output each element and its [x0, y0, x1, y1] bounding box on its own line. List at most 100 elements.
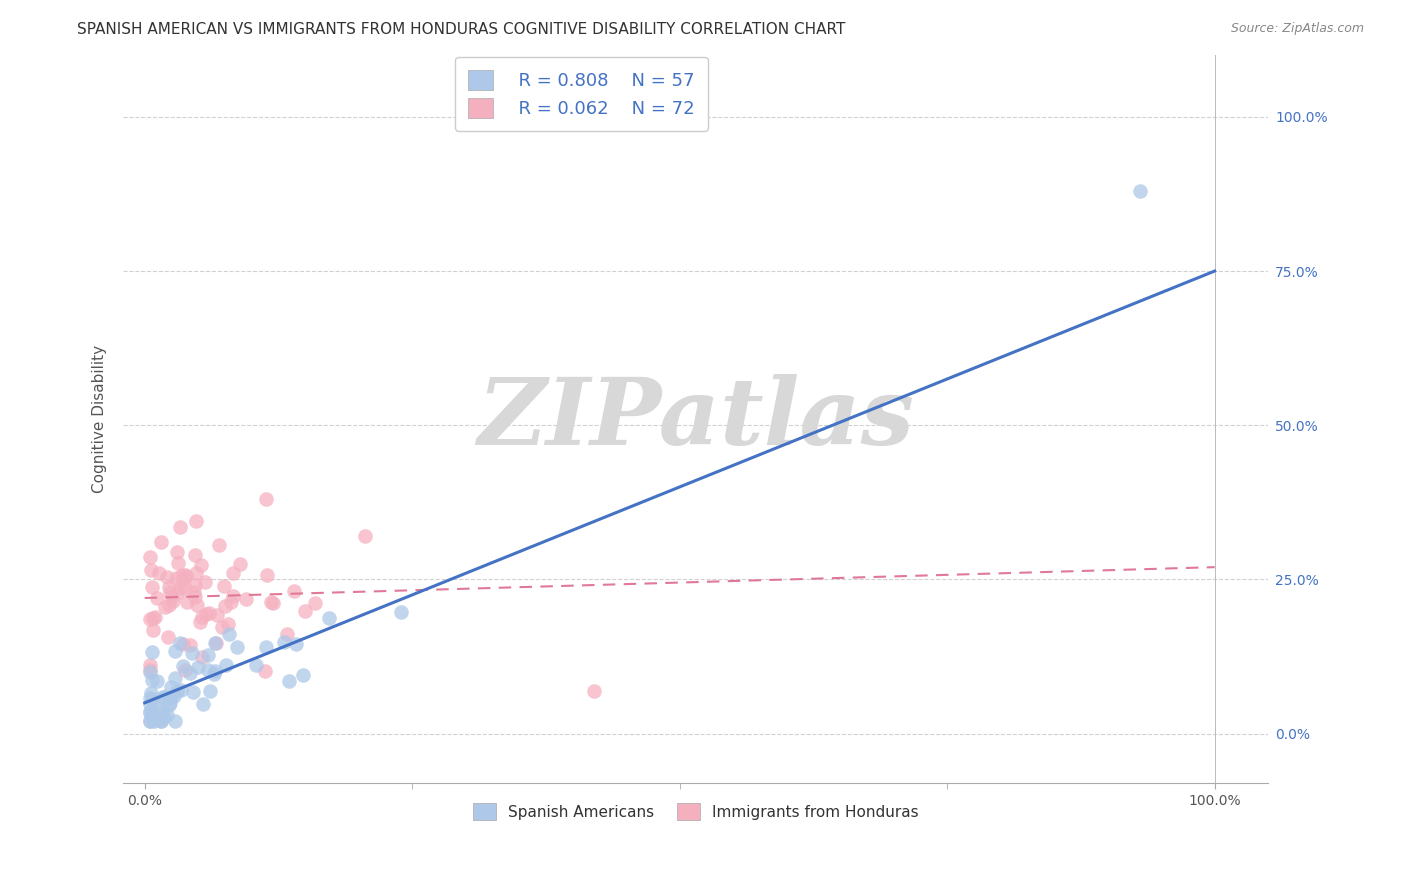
Point: [235, 591, 257, 606]
Point: [142, 691, 165, 706]
Point: [139, 704, 162, 718]
Point: [184, 548, 207, 562]
Point: [170, 683, 193, 698]
Point: [142, 707, 165, 722]
Point: [180, 647, 202, 661]
Point: [173, 663, 195, 677]
Point: [583, 683, 606, 698]
Text: Source: ZipAtlas.com: Source: ZipAtlas.com: [1230, 22, 1364, 36]
Point: [1129, 184, 1152, 198]
Point: [208, 538, 231, 552]
Point: [174, 568, 197, 582]
Point: [145, 673, 167, 688]
Point: [139, 657, 162, 672]
Point: [156, 570, 179, 584]
Point: [229, 557, 252, 571]
Point: [169, 520, 191, 534]
Point: [165, 672, 187, 686]
Point: [149, 714, 172, 729]
Point: [183, 685, 205, 699]
Point: [172, 637, 194, 651]
Point: [169, 581, 191, 595]
Point: [184, 514, 207, 528]
Point: [160, 680, 183, 694]
Point: [157, 599, 180, 613]
Point: [283, 584, 305, 599]
Point: [163, 644, 186, 658]
Point: [198, 606, 221, 620]
Point: [197, 648, 219, 662]
Point: [276, 627, 298, 641]
Point: [173, 568, 195, 582]
Point: [183, 578, 205, 592]
Point: [156, 708, 179, 723]
Point: [143, 714, 166, 729]
Point: [174, 581, 197, 595]
Point: [156, 630, 179, 644]
Point: [167, 556, 190, 570]
Point: [188, 615, 211, 630]
Point: [153, 599, 176, 614]
Point: [354, 529, 377, 543]
Point: [162, 689, 184, 703]
Point: [179, 638, 201, 652]
Point: [139, 690, 162, 705]
Point: [153, 710, 176, 724]
Point: [183, 585, 205, 599]
Point: [139, 663, 162, 677]
Point: [176, 594, 198, 608]
Point: [291, 668, 314, 682]
Point: [198, 684, 221, 698]
Text: ZIPatlas: ZIPatlas: [477, 374, 914, 464]
Point: [159, 696, 181, 710]
Legend: Spanish Americans, Immigrants from Honduras: Spanish Americans, Immigrants from Hondu…: [467, 797, 925, 826]
Point: [186, 599, 208, 613]
Point: [139, 665, 162, 679]
Point: [139, 697, 162, 711]
Point: [226, 640, 249, 654]
Point: [262, 596, 284, 610]
Point: [139, 686, 162, 700]
Point: [157, 580, 180, 594]
Point: [217, 617, 239, 632]
Point: [197, 663, 219, 677]
Point: [148, 702, 170, 716]
Point: [142, 624, 165, 638]
Point: [190, 558, 212, 572]
Point: [160, 590, 183, 604]
Point: [141, 673, 163, 687]
Point: [166, 545, 188, 559]
Point: [149, 535, 172, 549]
Point: [172, 658, 194, 673]
Point: [222, 589, 245, 603]
Point: [166, 684, 188, 698]
Point: [139, 714, 162, 729]
Point: [211, 620, 233, 634]
Point: [222, 566, 245, 580]
Point: [205, 636, 228, 650]
Point: [141, 580, 163, 594]
Point: [285, 637, 308, 651]
Point: [142, 611, 165, 625]
Point: [256, 568, 278, 582]
Point: [143, 610, 166, 624]
Point: [204, 664, 226, 678]
Point: [389, 606, 412, 620]
Point: [153, 690, 176, 705]
Point: [150, 714, 173, 729]
Point: [194, 574, 217, 589]
Point: [179, 666, 201, 681]
Text: SPANISH AMERICAN VS IMMIGRANTS FROM HONDURAS COGNITIVE DISABILITY CORRELATION CH: SPANISH AMERICAN VS IMMIGRANTS FROM HOND…: [77, 22, 845, 37]
Point: [141, 644, 163, 658]
Point: [202, 666, 225, 681]
Point: [214, 599, 236, 613]
Point: [318, 610, 340, 624]
Point: [139, 612, 162, 626]
Point: [186, 566, 208, 580]
Point: [190, 610, 212, 624]
Point: [218, 626, 240, 640]
Point: [163, 714, 186, 729]
Point: [139, 706, 162, 721]
Point: [170, 573, 193, 587]
Point: [294, 604, 316, 618]
